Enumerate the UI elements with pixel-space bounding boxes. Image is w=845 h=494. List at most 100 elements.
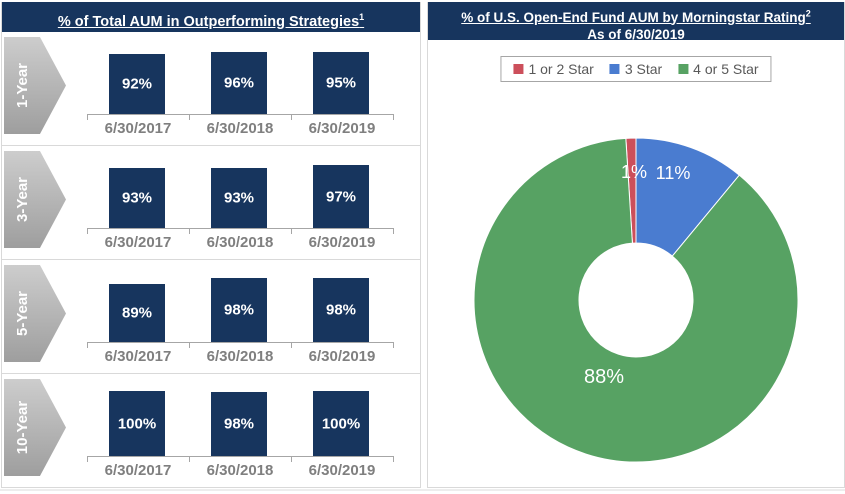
period-arrow: 5-Year xyxy=(4,265,66,362)
bar: 98% xyxy=(313,278,369,342)
x-axis-tick xyxy=(87,228,88,234)
right-panel-title: % of U.S. Open-End Fund AUM by Morningst… xyxy=(428,5,844,26)
x-axis-tick xyxy=(189,114,190,120)
x-axis-tick xyxy=(291,228,292,234)
bar-chart-row: 3-Year 93% 93% 97% 6/30/2017 6/30/2018 6/30/20… xyxy=(2,146,420,260)
bar-value-label: 100% xyxy=(117,415,157,432)
legend-item: 3 Star xyxy=(609,61,663,77)
bar-value-label: 98% xyxy=(223,415,255,433)
category-label: 6/30/2017 xyxy=(104,234,172,251)
x-axis-tick xyxy=(291,114,292,120)
period-label: 3-Year xyxy=(14,176,32,223)
legend-label: 1 or 2 Star xyxy=(528,61,594,77)
x-axis-tick xyxy=(291,456,292,462)
period-label: 10-Year xyxy=(14,400,32,455)
x-axis-tick xyxy=(393,342,394,348)
bar-value-label: 98% xyxy=(325,301,357,319)
category-label: 6/30/2017 xyxy=(104,120,172,137)
right-panel: % of U.S. Open-End Fund AUM by Morningst… xyxy=(427,2,845,488)
bar-chart-row: 5-Year 89% 98% 98% 6/30/2017 6/30/2018 6/30/20… xyxy=(2,260,420,374)
period-arrow: 1-Year xyxy=(4,37,66,134)
bar: 96% xyxy=(211,52,267,114)
category-label: 6/30/2017 xyxy=(104,348,172,365)
bottom-divider xyxy=(0,489,845,491)
right-panel-header: % of U.S. Open-End Fund AUM by Morningst… xyxy=(428,2,844,42)
legend-item: 1 or 2 Star xyxy=(513,61,594,77)
x-axis-tick xyxy=(393,228,394,234)
legend-swatch xyxy=(678,64,689,74)
bar-value-label: 89% xyxy=(121,304,153,322)
bar-chart-row: 1-Year 92% 96% 95% 6/30/2017 6/30/2018 6/30/20… xyxy=(2,32,420,146)
bar: 95% xyxy=(313,52,369,114)
donut-value-label: 88% xyxy=(584,366,624,388)
bar: 100% xyxy=(109,391,165,456)
bar: 98% xyxy=(211,392,267,456)
bar: 98% xyxy=(211,278,267,342)
bar-value-label: 98% xyxy=(223,301,255,319)
bar-value-label: 100% xyxy=(321,415,361,432)
bar-value-label: 97% xyxy=(325,188,357,205)
x-axis-tick xyxy=(393,456,394,462)
period-arrow-body: 5-Year xyxy=(4,265,42,362)
legend-swatch xyxy=(609,64,620,74)
bar-value-label: 96% xyxy=(223,74,255,92)
x-axis-tick xyxy=(189,228,190,234)
period-arrow: 10-Year xyxy=(4,379,66,476)
bar: 93% xyxy=(211,168,267,228)
category-label: 6/30/2019 xyxy=(308,120,376,137)
x-axis-tick xyxy=(189,456,190,462)
bar: 89% xyxy=(109,284,165,342)
left-panel-title-footnote: 1 xyxy=(359,12,365,22)
period-arrow-body: 3-Year xyxy=(4,151,42,248)
category-label: 6/30/2018 xyxy=(206,462,274,479)
bar: 100% xyxy=(313,391,369,456)
bar-value-label: 93% xyxy=(223,189,255,207)
left-panel-title-text: % of Total AUM in Outperforming Strategi… xyxy=(57,13,360,30)
x-axis-tick xyxy=(291,342,292,348)
category-label: 6/30/2018 xyxy=(206,234,274,251)
legend-label: 3 Star xyxy=(624,61,663,77)
donut-value-label: 11% xyxy=(656,163,691,183)
x-axis-line xyxy=(87,456,393,457)
x-axis-tick xyxy=(393,114,394,120)
x-axis-tick xyxy=(87,456,88,462)
donut-value-label: 1% xyxy=(621,162,647,182)
period-label: 5-Year xyxy=(14,290,32,337)
legend-item: 4 or 5 Star xyxy=(678,61,759,77)
period-arrow-body: 10-Year xyxy=(4,379,42,476)
category-label: 6/30/2018 xyxy=(206,120,274,137)
x-axis-tick xyxy=(189,342,190,348)
right-panel-title-text: % of U.S. Open-End Fund AUM by Morningst… xyxy=(461,9,806,25)
period-arrow-body: 1-Year xyxy=(4,37,42,134)
bar: 92% xyxy=(109,54,165,114)
left-panel-header: % of Total AUM in Outperforming Strategi… xyxy=(2,2,420,32)
x-axis-tick xyxy=(87,114,88,120)
x-axis-line xyxy=(87,342,393,343)
bar-value-label: 95% xyxy=(325,74,357,92)
right-panel-title-footnote: 2 xyxy=(805,8,811,18)
bar-value-label: 92% xyxy=(121,75,153,93)
category-label: 6/30/2018 xyxy=(206,348,274,365)
bar: 97% xyxy=(313,165,369,228)
left-panel-title: % of Total AUM in Outperforming Strategi… xyxy=(57,12,365,30)
category-label: 6/30/2019 xyxy=(308,462,376,479)
period-label: 1-Year xyxy=(14,62,32,109)
category-label: 6/30/2017 xyxy=(104,462,172,479)
x-axis-tick xyxy=(87,342,88,348)
category-label: 6/30/2019 xyxy=(308,234,376,251)
bar: 93% xyxy=(109,168,165,228)
x-axis-line xyxy=(87,114,393,115)
period-arrow: 3-Year xyxy=(4,151,66,248)
legend-swatch xyxy=(513,64,524,74)
right-panel-subtitle: As of 6/30/2019 xyxy=(587,26,685,42)
donut-slice-4-or-5-star xyxy=(473,137,799,463)
x-axis-line xyxy=(87,228,393,229)
bar-rows: 1-Year 92% 96% 95% 6/30/2017 6/30/2018 6/30/20… xyxy=(2,32,420,487)
left-panel: % of Total AUM in Outperforming Strategi… xyxy=(1,2,421,488)
donut-chart: 1% 11% 88% xyxy=(473,137,799,463)
category-label: 6/30/2019 xyxy=(308,348,376,365)
bar-chart-row: 10-Year 100% 98% 100% 6/30/2017 6/30/2018 6/30… xyxy=(2,374,420,487)
bar-value-label: 93% xyxy=(121,189,153,207)
donut-legend: 1 or 2 Star 3 Star 4 or 5 Star xyxy=(500,56,772,82)
